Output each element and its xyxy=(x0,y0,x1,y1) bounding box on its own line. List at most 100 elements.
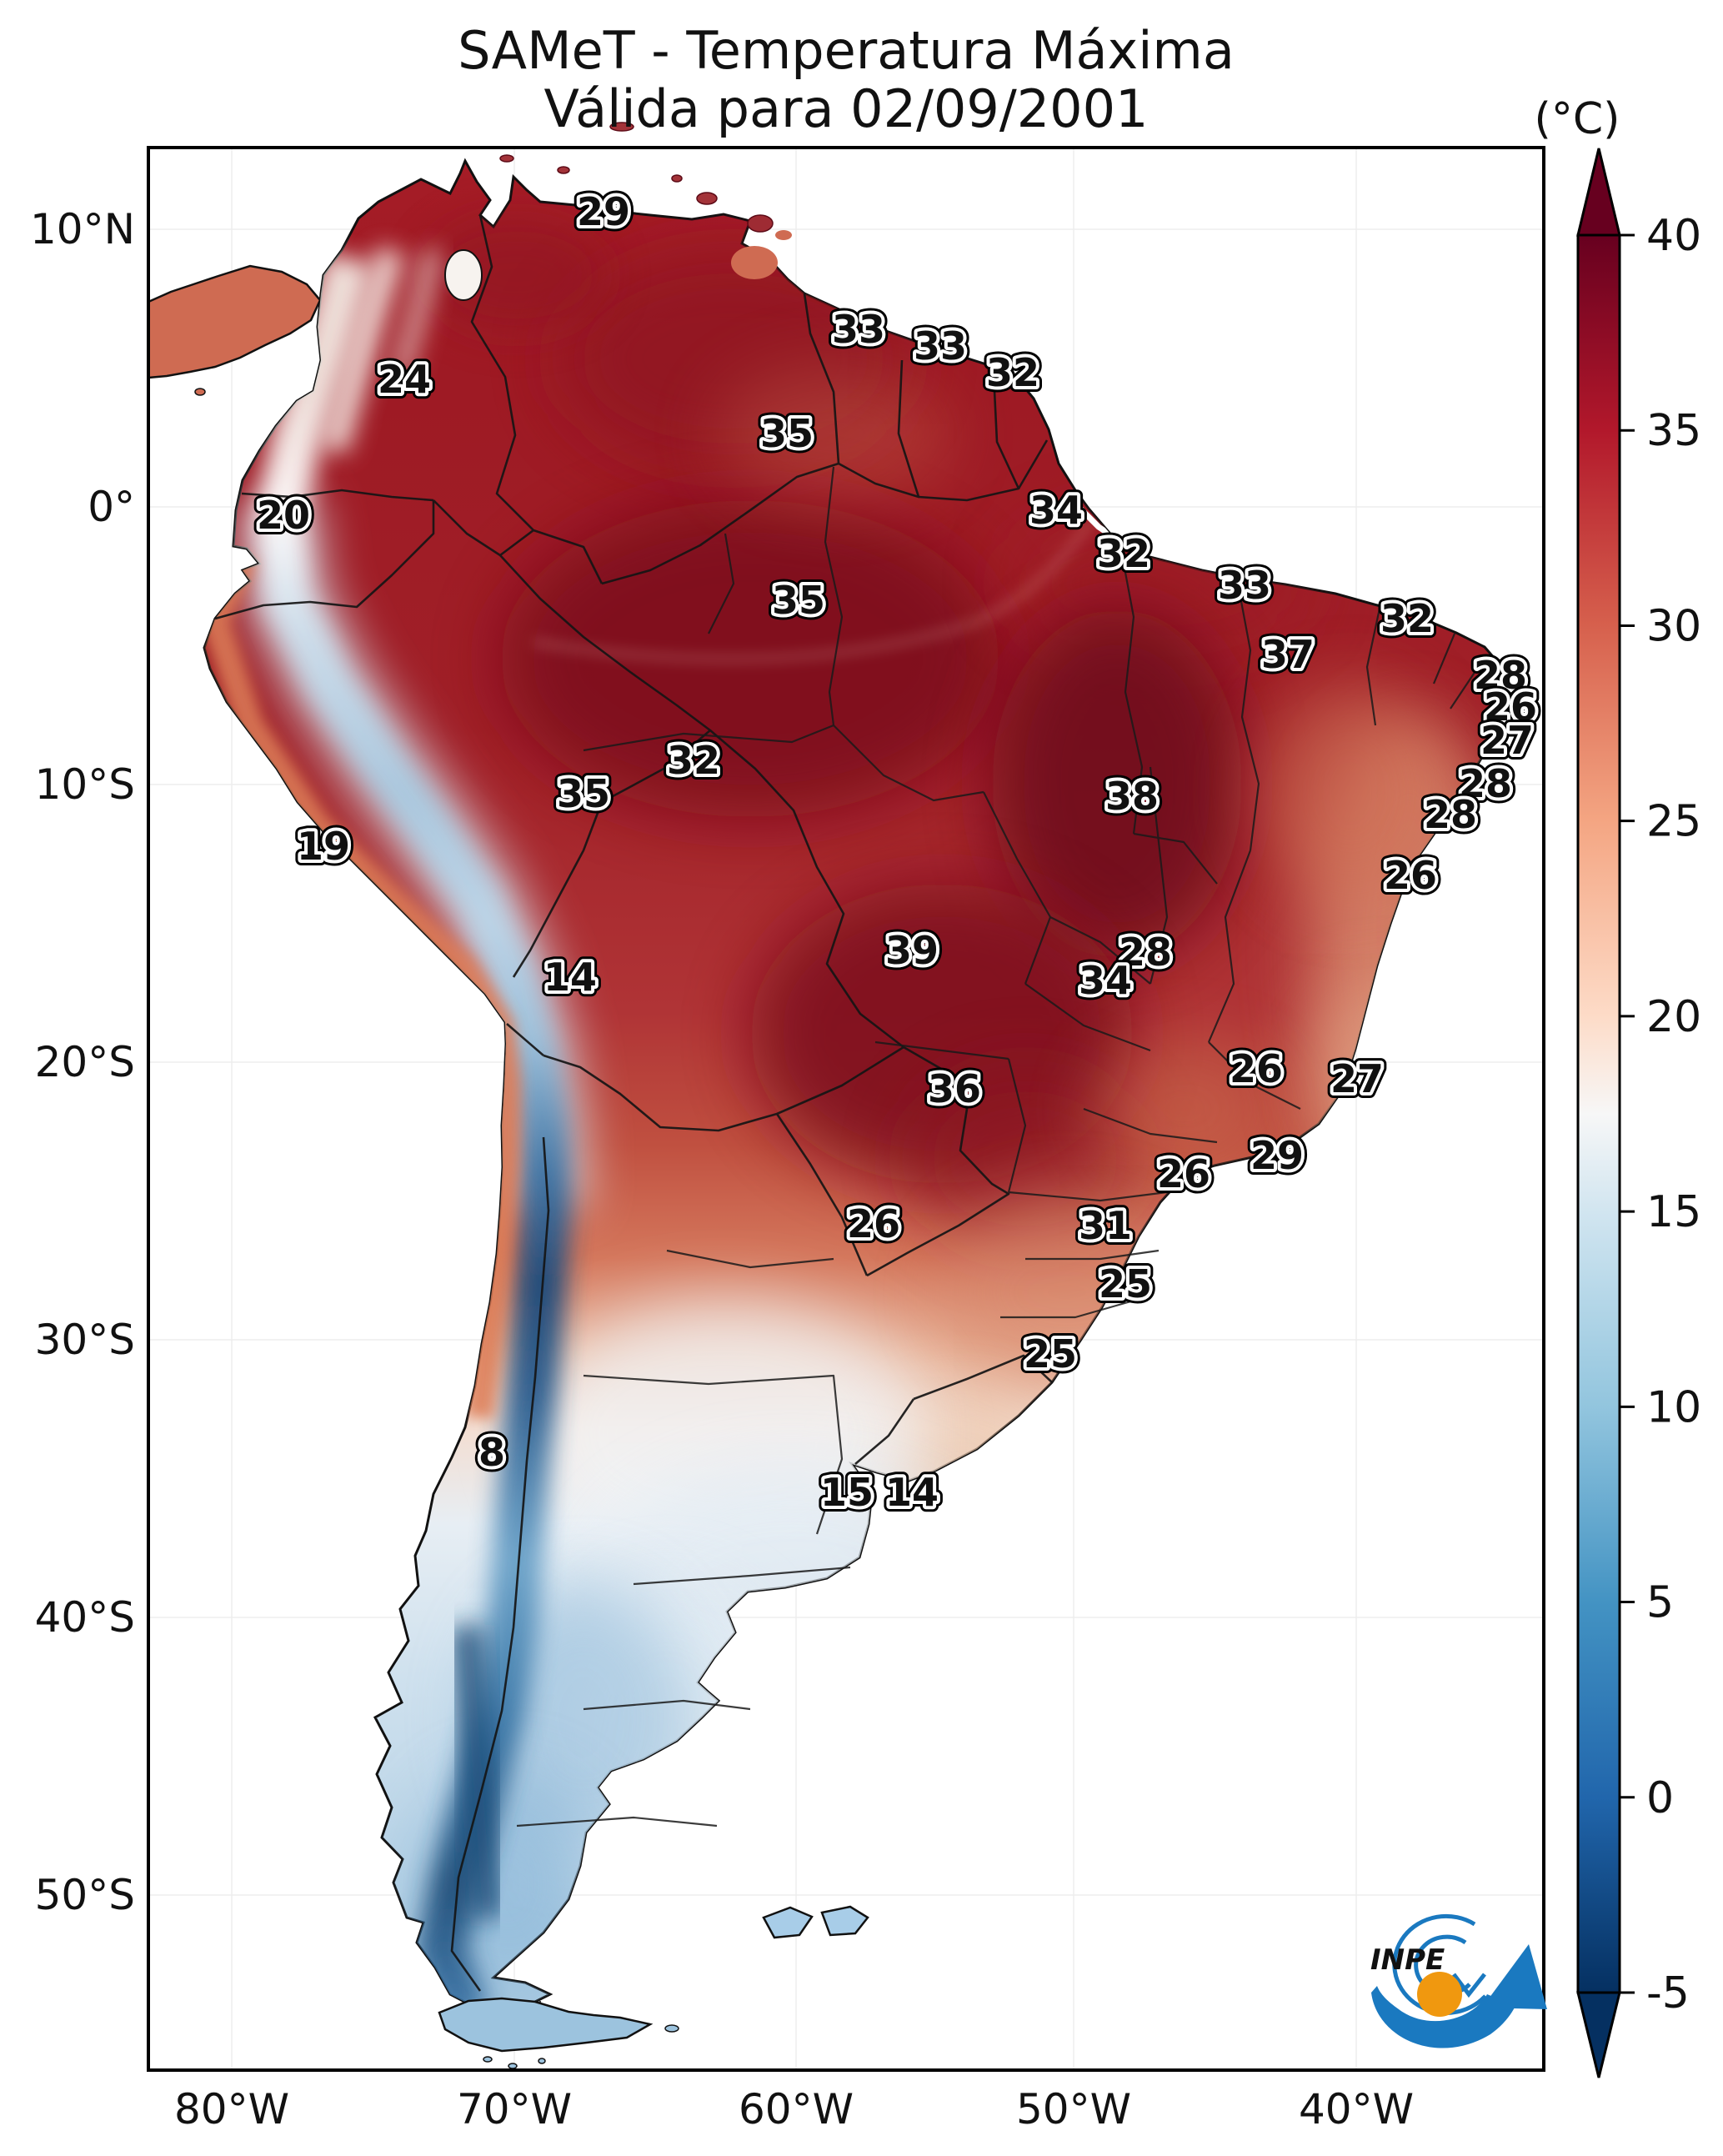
temperature-label: 35 xyxy=(772,578,825,623)
temperature-label: 36 xyxy=(928,1066,981,1111)
temperature-label: 35 xyxy=(557,771,610,816)
temperature-label: 25 xyxy=(1099,1261,1152,1306)
temperature-label: 15 xyxy=(820,1470,874,1515)
temperature-label: 27 xyxy=(1480,718,1534,763)
temperature-label: 32 xyxy=(1097,531,1150,576)
temperature-label: 26 xyxy=(847,1201,900,1246)
temperature-label: 26 xyxy=(1384,853,1437,898)
temperature-label: 32 xyxy=(1097,531,1150,576)
islet xyxy=(194,388,206,396)
temperature-label: 19 xyxy=(297,824,350,869)
temperature-label: 39 xyxy=(885,928,939,973)
map-frame xyxy=(147,146,1545,2072)
temperature-label: 14 xyxy=(543,955,597,1000)
temperature-label: 24 xyxy=(378,357,431,402)
temperature-label: 28 xyxy=(1119,930,1172,975)
temperature-label: 26 xyxy=(1230,1046,1283,1091)
temperature-label: 34 xyxy=(1079,958,1132,1003)
temperature-label: 28 xyxy=(1424,792,1477,837)
colorbar-over-arrow xyxy=(1576,148,1621,237)
temperature-label: 26 xyxy=(1484,684,1537,730)
y-axis-label: 50°S xyxy=(35,1871,135,1919)
temperature-label: 24 xyxy=(378,357,431,402)
temperature-label: 33 xyxy=(914,323,967,369)
temperature-label: 37 xyxy=(1261,632,1315,677)
temperature-label: 25 xyxy=(1024,1331,1077,1376)
colorbar-tick-label: 40 xyxy=(1646,211,1701,261)
temperature-label: 31 xyxy=(1079,1203,1132,1248)
temperature-label: 36 xyxy=(928,1066,981,1111)
colorbar-tick-label: 35 xyxy=(1646,406,1701,456)
colorbar-tick-label: 20 xyxy=(1646,992,1701,1042)
colorbar-tick-labels: 40 35 30 25 20 15 10 5 0 -5 xyxy=(1620,211,1701,2018)
temperature-label: 29 xyxy=(577,189,630,234)
tierra-del-fuego xyxy=(438,1997,679,2069)
temperature-label: 35 xyxy=(760,411,814,456)
temperature-label: 25 xyxy=(1024,1331,1077,1376)
temperature-label: 29 xyxy=(577,189,630,234)
temperature-label: 32 xyxy=(667,738,720,783)
temperature-label: 26 xyxy=(1230,1046,1283,1091)
temperature-label: 15 xyxy=(820,1470,874,1515)
colorbar: (°C) 40 35 30 25 20 15 10 5 0 -5 xyxy=(1535,94,1701,2078)
temperature-label: 32 xyxy=(667,738,720,783)
temperature-label: 14 xyxy=(543,955,597,1000)
x-axis-label: 60°W xyxy=(739,2085,854,2133)
temperature-label: 25 xyxy=(1099,1261,1152,1306)
temperature-label: 19 xyxy=(297,824,350,869)
figure-title-line1: SAMeT - Temperatura Máxima xyxy=(458,20,1235,81)
temperature-label: 27 xyxy=(1330,1056,1384,1101)
temperature-label: 25 xyxy=(1099,1261,1152,1306)
temperature-label: 27 xyxy=(1480,718,1534,763)
temperature-label: 28 xyxy=(1424,792,1477,837)
temperature-label: 28 xyxy=(1459,761,1512,806)
temperature-label: 33 xyxy=(914,323,967,369)
inpe-logo-up-arrow xyxy=(1371,1986,1515,2048)
temperature-label: 19 xyxy=(297,824,350,869)
temperature-label: 38 xyxy=(1105,774,1159,819)
inpe-logo-up-arrowhead xyxy=(1482,1944,1547,2009)
temperature-label: 35 xyxy=(772,578,825,623)
caribbean-islands xyxy=(499,122,792,279)
temperature-label: 39 xyxy=(885,928,939,973)
temperature-label: 14 xyxy=(543,955,597,1000)
temperature-label: 39 xyxy=(885,928,939,973)
temperature-label: 29 xyxy=(577,189,630,234)
x-axis-label: 70°W xyxy=(457,2085,572,2133)
temperature-label: 26 xyxy=(1230,1046,1283,1091)
colorbar-unit-label: (°C) xyxy=(1535,94,1620,144)
y-axis-label: 10°N xyxy=(30,205,135,253)
temperature-label: 29 xyxy=(1250,1133,1304,1178)
x-axis-label: 40°W xyxy=(1299,2085,1414,2133)
temperature-label: 32 xyxy=(1380,596,1434,641)
temperature-label: 25 xyxy=(1024,1331,1077,1376)
temperature-label: 33 xyxy=(832,307,885,352)
x-axis-label: 50°W xyxy=(1016,2085,1131,2133)
inpe-logo-text: INPE xyxy=(1370,1943,1445,1977)
temperature-label: 32 xyxy=(1380,596,1434,641)
y-axis-label: 40°S xyxy=(35,1593,135,1642)
y-axis-tick-labels: 10°N 0° 10°S 20°S 30°S 40°S 50°S xyxy=(30,205,135,1919)
temperature-label: 36 xyxy=(928,1066,981,1111)
figure-title-line2: Válida para 02/09/2001 xyxy=(544,78,1149,139)
temperature-label: 34 xyxy=(1079,958,1132,1003)
temperature-label: 29 xyxy=(1250,1133,1304,1178)
temperature-label: 26 xyxy=(1484,684,1537,730)
colorbar-bar xyxy=(1576,233,1621,1994)
x-axis-label: 80°W xyxy=(174,2085,289,2133)
colorbar-tick-label: 5 xyxy=(1646,1578,1674,1628)
temperature-label: 32 xyxy=(986,350,1039,395)
temperature-label: 33 xyxy=(914,323,967,369)
colorbar-tick-label: 15 xyxy=(1646,1187,1701,1237)
temperature-label: 8 xyxy=(478,1430,505,1475)
temperature-label: 20 xyxy=(257,493,310,538)
temperature-label: 28 xyxy=(1119,930,1172,975)
temperature-label: 31 xyxy=(1079,1203,1132,1248)
colorbar-tick-label: -5 xyxy=(1646,1968,1690,2018)
inpe-logo-down-arrowhead xyxy=(1452,1973,1486,1998)
temperature-label: 28 xyxy=(1474,653,1527,698)
temperature-label: 26 xyxy=(1484,684,1537,730)
temperature-label: 33 xyxy=(1218,563,1271,608)
temperature-label: 14 xyxy=(885,1470,939,1515)
